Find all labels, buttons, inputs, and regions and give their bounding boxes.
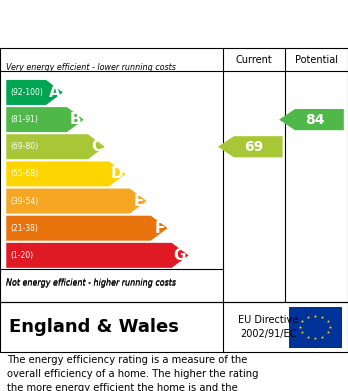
Polygon shape bbox=[6, 80, 63, 105]
Text: EU Directive
2002/91/EC: EU Directive 2002/91/EC bbox=[238, 315, 298, 339]
Text: Not energy efficient - higher running costs: Not energy efficient - higher running co… bbox=[6, 278, 176, 287]
Text: Not energy efficient - higher running costs: Not energy efficient - higher running co… bbox=[6, 279, 176, 288]
Text: (1-20): (1-20) bbox=[10, 251, 33, 260]
Polygon shape bbox=[6, 188, 147, 213]
Text: E: E bbox=[134, 194, 144, 208]
Text: B: B bbox=[70, 112, 81, 127]
Text: (39-54): (39-54) bbox=[10, 197, 39, 206]
Polygon shape bbox=[6, 243, 189, 268]
Polygon shape bbox=[6, 134, 105, 159]
Text: F: F bbox=[155, 221, 165, 236]
Text: D: D bbox=[111, 167, 123, 181]
Text: Very energy efficient - lower running costs: Very energy efficient - lower running co… bbox=[6, 63, 176, 72]
Text: The energy efficiency rating is a measure of the
overall efficiency of a home. T: The energy efficiency rating is a measur… bbox=[7, 355, 259, 391]
Bar bbox=[289, 307, 341, 347]
Text: (55-68): (55-68) bbox=[10, 169, 39, 178]
Polygon shape bbox=[279, 109, 344, 130]
Polygon shape bbox=[6, 216, 168, 241]
Text: (21-38): (21-38) bbox=[10, 224, 38, 233]
Polygon shape bbox=[218, 136, 283, 157]
Text: England & Wales: England & Wales bbox=[9, 318, 179, 336]
Text: (69-80): (69-80) bbox=[10, 142, 39, 151]
Text: C: C bbox=[91, 139, 102, 154]
Text: 84: 84 bbox=[305, 113, 325, 127]
Text: 69: 69 bbox=[244, 140, 263, 154]
Text: (92-100): (92-100) bbox=[10, 88, 43, 97]
Text: Current: Current bbox=[236, 55, 272, 65]
Text: (81-91): (81-91) bbox=[10, 115, 38, 124]
Text: G: G bbox=[174, 248, 186, 263]
Text: Potential: Potential bbox=[295, 55, 338, 65]
Text: A: A bbox=[49, 85, 60, 100]
Text: Energy Efficiency Rating: Energy Efficiency Rating bbox=[9, 15, 238, 33]
Polygon shape bbox=[6, 107, 84, 132]
Polygon shape bbox=[6, 161, 126, 187]
